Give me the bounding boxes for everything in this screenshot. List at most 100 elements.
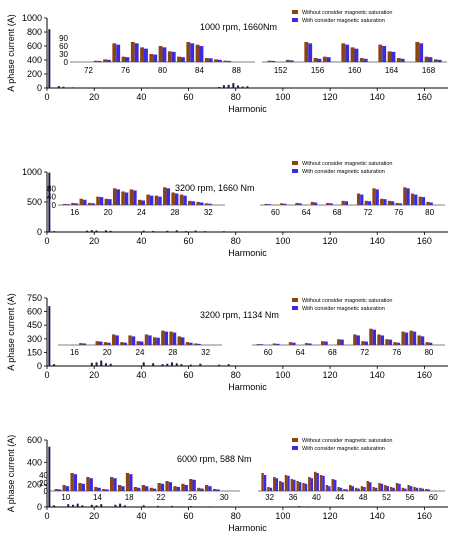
- chart-panel-3: 0 150 300 450 600 750 0 20 40 60 80 100 120 140 160 Har…: [6, 293, 448, 392]
- inset-bar-without: [369, 328, 373, 345]
- inset-x-tick-label: 48: [359, 493, 368, 502]
- main-bar: [142, 230, 145, 232]
- legend-label-without: Without consider magnetic saturation: [302, 298, 393, 304]
- inset-bar-without: [130, 42, 135, 62]
- main-bar: [53, 505, 56, 507]
- inset-x-tick-label: 52: [382, 493, 391, 502]
- inset-bar-with: [153, 54, 158, 62]
- inset-bar-without: [354, 487, 358, 491]
- legend-label-without: Without consider magnetic saturation: [302, 438, 393, 444]
- inset-bar-with: [74, 203, 79, 205]
- inset-x-tick-label: 60: [271, 208, 280, 217]
- inset-bar-with: [372, 329, 377, 345]
- main-bar: [307, 506, 310, 507]
- main-bar: [142, 362, 145, 366]
- inset-bar-with: [145, 486, 149, 491]
- inset-y-tick-label: 40: [47, 193, 56, 202]
- inset-bar-with: [171, 51, 176, 62]
- inset-bar-with: [409, 486, 413, 491]
- inset-bar-without: [256, 344, 261, 345]
- inset-bar-with: [208, 486, 212, 491]
- inset-bar-with: [99, 341, 103, 345]
- inset-x-tick-label: 40: [312, 493, 321, 502]
- legend-swatch-with: [292, 169, 298, 173]
- inset-bar-without: [212, 489, 217, 491]
- inset-bar-with: [298, 203, 302, 205]
- inset-bar-without: [302, 483, 305, 491]
- inset-x-tick-label: 152: [274, 66, 288, 75]
- inset-bar-without: [154, 195, 159, 205]
- inset-bar-without: [264, 203, 268, 205]
- inset-bar-without: [223, 60, 228, 62]
- main-bar: [218, 86, 221, 88]
- inset-bar-with: [83, 199, 87, 205]
- inset-bar-without: [419, 487, 422, 491]
- inset-bar-with: [125, 57, 130, 62]
- inset-y-tick-label: 0: [44, 487, 49, 496]
- inset-bar-without: [356, 193, 361, 205]
- main-bar: [171, 505, 174, 507]
- inset-bar-with: [140, 341, 144, 345]
- inset-bar-with: [421, 197, 426, 205]
- inset-bar-with: [420, 336, 425, 345]
- inset-bar-with: [184, 485, 188, 491]
- inset-bar-with: [181, 57, 185, 62]
- inset-bar-with: [391, 51, 396, 62]
- inset-bar-without: [181, 483, 185, 491]
- inset-bar-without: [378, 44, 383, 62]
- inset-bar-with: [339, 487, 343, 491]
- main-bar: [189, 506, 192, 507]
- x-axis-title: Harmonic: [228, 382, 267, 392]
- x-tick-label: 40: [136, 236, 146, 246]
- inset-bar-with: [199, 46, 204, 62]
- inset-bar-without: [128, 335, 132, 345]
- main-bar: [57, 86, 60, 88]
- inset-bar-with: [404, 332, 409, 345]
- inset-bar-with: [73, 474, 78, 491]
- inset-bar-with: [281, 482, 284, 491]
- inset-bar-with: [200, 488, 204, 491]
- inset-bar-without: [179, 194, 184, 205]
- inset-bar-without: [403, 187, 407, 205]
- x-tick-label: 40: [136, 92, 146, 102]
- inset-bar-with: [369, 482, 372, 491]
- main-bar: [48, 306, 51, 366]
- inset-bar-without: [296, 481, 299, 491]
- inset-bar-with: [107, 342, 111, 345]
- inset-bar-with: [287, 475, 290, 491]
- main-bar: [241, 86, 244, 88]
- inset-bar-with: [304, 483, 308, 491]
- x-tick-label: 40: [136, 511, 146, 521]
- condition-label: 3200 rpm, 1134 Nm: [200, 310, 279, 320]
- inset-bar-without: [425, 342, 429, 345]
- y-axis-title: A phase current (A): [6, 293, 16, 371]
- inset-bar-with: [326, 57, 331, 62]
- inset-bar-without: [78, 483, 82, 491]
- main-bar: [166, 230, 169, 232]
- main-bar: [53, 231, 56, 232]
- inset-bar-without: [413, 487, 416, 491]
- x-tick-label: 80: [231, 92, 241, 102]
- inset-bar-with: [396, 342, 401, 345]
- main-bar: [189, 364, 192, 366]
- inset-bar-with: [375, 189, 379, 205]
- main-bar: [152, 230, 155, 232]
- inset-bar-with: [208, 58, 213, 62]
- x-tick-label: 20: [89, 511, 99, 521]
- y-tick-label: 200: [27, 69, 42, 79]
- inset-bar-with: [406, 188, 410, 205]
- inset-bar-without: [112, 188, 117, 205]
- x-tick-label: 0: [44, 236, 49, 246]
- y-tick-label: 800: [27, 27, 42, 37]
- inset-bar-with: [144, 48, 148, 62]
- inset-bar-without: [177, 336, 181, 345]
- inset-bar-with: [404, 488, 407, 491]
- main-bar: [152, 363, 155, 366]
- x-tick-label: 140: [370, 511, 385, 521]
- inset-2: 32 36 40 44 48 52 56 60: [258, 471, 445, 502]
- x-tick-label: 20: [89, 236, 99, 246]
- inset-bar-with: [156, 337, 160, 345]
- inset-bar-without: [417, 335, 421, 345]
